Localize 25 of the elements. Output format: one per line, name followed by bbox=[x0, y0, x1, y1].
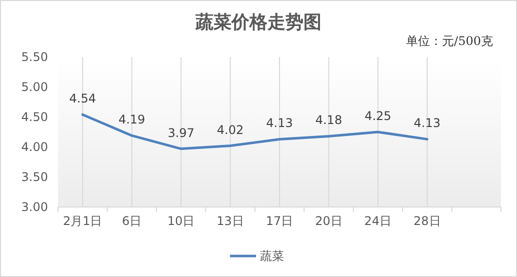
y-tick-label: 4.50 bbox=[21, 110, 48, 124]
y-tick-label: 3.50 bbox=[21, 170, 48, 184]
x-tick-label: 28日 bbox=[414, 214, 441, 228]
data-label: 4.54 bbox=[69, 92, 96, 106]
text: 单位：元/500克 bbox=[406, 34, 493, 48]
legend-label: 蔬菜 bbox=[260, 249, 284, 263]
data-label: 4.02 bbox=[216, 122, 244, 137]
y-tick-label: 4.00 bbox=[21, 140, 48, 154]
data-label: 4.19 bbox=[118, 112, 146, 127]
data-label: 4.25 bbox=[364, 109, 392, 123]
y-tick-label: 5.50 bbox=[21, 50, 48, 64]
data-label: 3.97 bbox=[168, 126, 194, 140]
data-label: 4.13 bbox=[266, 116, 293, 130]
x-tick-label: 17日 bbox=[266, 214, 294, 228]
x-tick-label: 20日 bbox=[315, 214, 342, 228]
x-tick-label: 6日 bbox=[122, 214, 142, 228]
x-tick-label: 2月1日 bbox=[62, 214, 102, 228]
x-tick-label: 24日 bbox=[364, 214, 392, 228]
x-tick-label: 13日 bbox=[216, 214, 244, 228]
chart-title: 蔬菜价格走势图 bbox=[194, 12, 322, 33]
x-tick-label: 10日 bbox=[167, 214, 195, 228]
data-label: 4.18 bbox=[315, 113, 342, 128]
y-tick-label: 3.00 bbox=[21, 200, 48, 214]
data-label: 4.13 bbox=[414, 116, 441, 130]
y-tick-label: 5.00 bbox=[21, 80, 48, 94]
